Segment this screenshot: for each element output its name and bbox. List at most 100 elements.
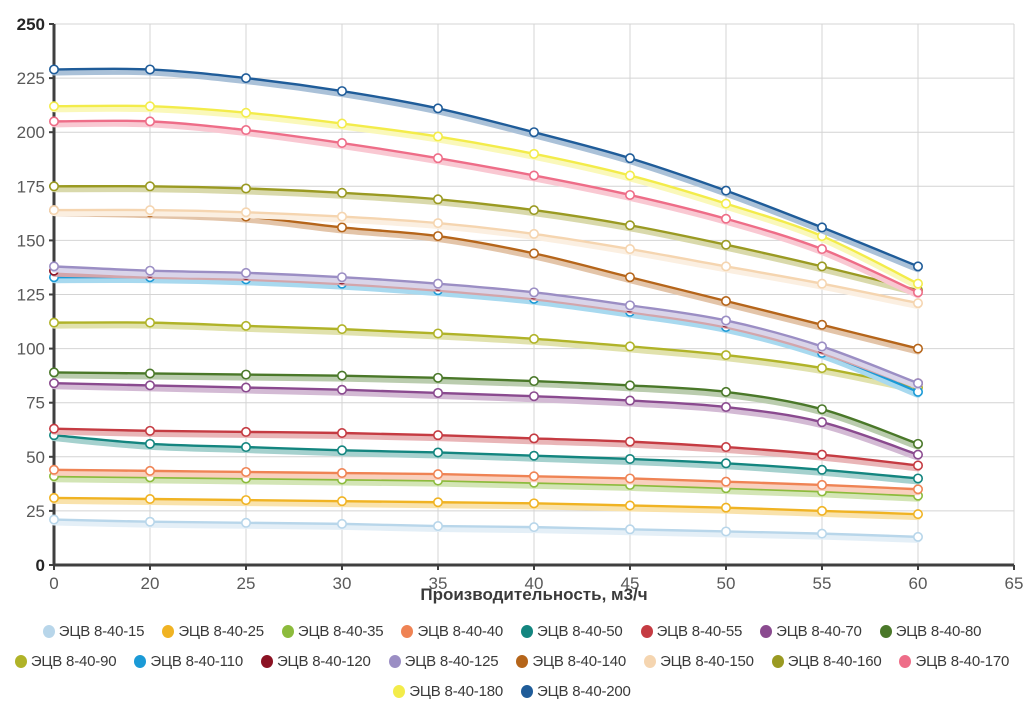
data-point-marker — [145, 465, 156, 476]
series-shadow — [51, 519, 921, 543]
data-point-marker — [432, 194, 443, 205]
legend-item[interactable]: ЭЦВ 8-40-180 — [393, 676, 503, 706]
data-point-marker — [720, 239, 731, 250]
series-line — [52, 321, 920, 389]
data-point-marker — [48, 317, 59, 328]
legend-marker-icon — [401, 624, 414, 638]
data-point-marker — [624, 189, 635, 200]
series-ЭЦВ-8-40-55 — [48, 423, 923, 472]
data-point-marker — [528, 248, 539, 259]
legend-item-label: ЭЦВ 8-40-140 — [532, 652, 627, 670]
series-shadow — [51, 322, 921, 394]
data-point-marker — [432, 469, 443, 480]
data-point-marker — [48, 378, 59, 389]
legend-item[interactable]: ЭЦВ 8-40-160 — [771, 646, 882, 676]
y-tick-label: 25 — [26, 502, 45, 521]
data-point-marker — [48, 116, 59, 127]
data-point-marker — [336, 384, 347, 395]
data-point-marker — [241, 466, 252, 477]
legend-item-label: ЭЦВ 8-40-125 — [404, 652, 499, 670]
data-point-marker — [241, 517, 252, 528]
series-line — [52, 475, 920, 497]
series-ЭЦВ-8-40-50 — [48, 430, 923, 485]
legend-item[interactable]: ЭЦВ 8-40-25 — [162, 616, 264, 646]
legend-item[interactable]: ЭЦВ 8-40-120 — [260, 646, 371, 676]
data-point-marker — [912, 278, 923, 289]
legend-item-label: ЭЦВ 8-40-200 — [537, 682, 631, 700]
x-tick-label: 0 — [49, 574, 58, 593]
legend-item[interactable]: ЭЦВ 8-40-110 — [134, 646, 243, 676]
series-shadow — [51, 435, 921, 485]
data-point-marker — [816, 505, 827, 516]
series-line — [52, 119, 920, 294]
legend-marker-icon — [393, 684, 406, 698]
data-point-marker — [720, 350, 731, 361]
legend-item[interactable]: ЭЦВ 8-40-200 — [521, 676, 631, 706]
legend-marker-icon — [879, 624, 892, 638]
legend-marker-icon — [771, 654, 784, 668]
legend-item[interactable]: ЭЦВ 8-40-80 — [879, 616, 981, 646]
data-point-marker — [336, 138, 347, 149]
x-tick-label: 45 — [621, 574, 640, 593]
series-ЭЦВ-8-40-80 — [48, 367, 923, 450]
data-point-marker — [816, 417, 827, 428]
data-point-marker — [48, 64, 59, 75]
legend-item[interactable]: ЭЦВ 8-40-40 — [401, 616, 503, 646]
legend-item[interactable]: ЭЦВ 8-40-170 — [899, 646, 1009, 676]
data-point-marker — [912, 261, 923, 272]
legend-item[interactable]: ЭЦВ 8-40-55 — [640, 616, 742, 646]
data-point-marker — [816, 449, 827, 460]
data-point-marker — [720, 476, 731, 487]
y-tick-label: 0 — [36, 556, 45, 575]
data-point-marker — [912, 378, 923, 389]
y-tick-label: 175 — [17, 177, 45, 196]
series-line — [52, 184, 920, 292]
series-ЭЦВ-8-40-15 — [48, 514, 923, 543]
data-point-marker — [241, 107, 252, 118]
data-point-marker — [241, 369, 252, 380]
data-point-marker — [624, 153, 635, 164]
legend-marker-icon — [516, 654, 529, 668]
tick-labels: 0 25 50 75 100 125 150 175 200 225 250 0 20 25 30 35 40 4… — [17, 15, 1024, 593]
legend-item[interactable]: ЭЦВ 8-40-50 — [521, 616, 623, 646]
data-point-marker — [528, 391, 539, 402]
series-ЭЦВ-8-40-40 — [48, 464, 923, 496]
data-point-marker — [528, 333, 539, 344]
y-tick-label: 150 — [17, 231, 45, 250]
legend-item[interactable]: ЭЦВ 8-40-150 — [644, 646, 754, 676]
data-point-marker — [432, 328, 443, 339]
data-point-marker — [145, 101, 156, 112]
legend-item[interactable]: ЭЦВ 8-40-140 — [516, 646, 626, 676]
data-point-marker — [528, 287, 539, 298]
legend-marker-icon — [42, 624, 55, 638]
series-shadow — [51, 266, 921, 390]
data-point-marker — [145, 205, 156, 216]
legend-marker-icon — [134, 654, 147, 668]
data-point-marker — [816, 319, 827, 330]
legend-item[interactable]: ЭЦВ 8-40-90 — [14, 646, 117, 676]
data-point-marker — [241, 495, 252, 506]
data-point-marker — [816, 278, 827, 289]
data-point-marker — [912, 484, 923, 495]
data-point-marker — [528, 376, 539, 387]
line-chart-svg: 0 25 50 75 100 125 150 175 200 225 250 0 20 25 30 35 40 4… — [17, 15, 1024, 604]
legend-item[interactable]: ЭЦВ 8-40-15 — [42, 616, 145, 646]
data-point-marker — [624, 436, 635, 447]
data-point-marker — [336, 370, 347, 381]
data-point-marker — [720, 185, 731, 196]
data-point-marker — [241, 320, 252, 331]
legend-item-label: ЭЦВ 8-40-120 — [276, 652, 371, 670]
legend-item[interactable]: ЭЦВ 8-40-35 — [281, 616, 384, 646]
legend-item-label: ЭЦВ 8-40-35 — [297, 622, 384, 640]
series-shadow — [51, 277, 921, 398]
x-tick-label: 35 — [429, 574, 448, 593]
legend-item-label: ЭЦВ 8-40-70 — [776, 622, 862, 640]
x-tick-label: 60 — [909, 574, 928, 593]
data-point-marker — [241, 382, 252, 393]
legend-item[interactable]: ЭЦВ 8-40-70 — [760, 616, 862, 646]
data-point-marker — [912, 509, 923, 520]
data-point-marker — [528, 450, 539, 461]
series-shadow — [51, 120, 921, 299]
legend-item[interactable]: ЭЦВ 8-40-125 — [388, 646, 499, 676]
series-line — [52, 104, 920, 285]
